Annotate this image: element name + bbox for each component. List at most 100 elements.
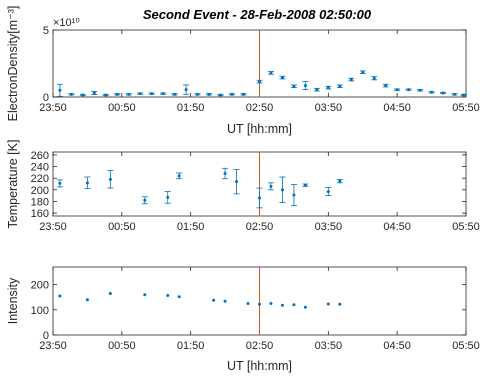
x-tick-label: 03:50 (315, 340, 343, 352)
data-point (104, 93, 108, 97)
data-point (338, 302, 342, 306)
data-point (407, 88, 411, 92)
data-point (269, 184, 273, 188)
data-point (292, 193, 296, 197)
data-point (58, 294, 62, 298)
data-point (184, 88, 188, 92)
x-tick-label: 02:50 (246, 221, 274, 233)
data-point (58, 181, 62, 185)
x-tick-label: 03:50 (315, 102, 343, 114)
data-point (212, 298, 216, 302)
x-axis-label: UT [hh:mm] (227, 359, 292, 373)
data-point (161, 92, 165, 96)
y-tick-label: 0 (43, 92, 49, 104)
x-tick-label: 02:50 (246, 102, 274, 114)
data-point (384, 84, 388, 88)
x-tick-label: 23:50 (39, 221, 67, 233)
y-axis-label: Intensity (6, 277, 20, 324)
x-tick-label: 04:50 (383, 340, 411, 352)
data-point (269, 71, 273, 75)
y-axis-label: ElectronDensity[m⁻³] (6, 6, 20, 122)
y-tick-label: 160 (31, 208, 49, 220)
x-tick-label: 01:50 (177, 102, 205, 114)
data-point (338, 84, 342, 88)
data-point (115, 92, 119, 96)
data-point (241, 92, 245, 96)
x-tick-label: 04:50 (383, 102, 411, 114)
x-tick-label: 04:50 (383, 221, 411, 233)
data-point (280, 188, 284, 192)
data-point (372, 76, 376, 80)
data-point (223, 172, 227, 176)
data-point (108, 177, 112, 181)
y-tick-label: 220 (31, 173, 49, 185)
x-tick-label: 00:50 (108, 221, 136, 233)
data-point (173, 92, 177, 96)
data-point (166, 293, 170, 297)
data-point (85, 181, 89, 185)
data-point (462, 93, 466, 97)
data-point (326, 302, 330, 306)
data-point (303, 84, 307, 88)
data-point (177, 295, 181, 299)
x-tick-label: 02:50 (246, 340, 274, 352)
data-point (143, 293, 147, 297)
data-point (258, 196, 261, 200)
data-point (315, 88, 319, 92)
data-point (127, 92, 131, 96)
y-tick-label: 100 (31, 305, 49, 317)
x-tick-label: 03:50 (315, 221, 343, 233)
x-tick-label: 23:50 (39, 340, 67, 352)
y-tick-label: 180 (31, 196, 49, 208)
data-point (418, 88, 422, 92)
data-point (292, 303, 296, 307)
panel-2: 23:50 00:50 01:50 02:50 03:50 04:50 05:50 16018… (6, 140, 480, 233)
data-point (326, 190, 330, 194)
data-point (81, 93, 85, 97)
data-point (166, 195, 170, 199)
data-point (326, 86, 330, 90)
data-point (230, 92, 234, 96)
data-point (138, 92, 142, 96)
data-point (177, 174, 181, 178)
data-point (223, 299, 227, 303)
x-tick-label: 01:50 (177, 221, 205, 233)
data-point (235, 180, 239, 184)
data-point (292, 84, 296, 88)
data-point (395, 88, 399, 92)
figure-title: Second Event - 28-Feb-2008 02:50:00 (143, 7, 372, 22)
data-point (69, 92, 73, 96)
data-point (108, 291, 112, 295)
x-tick-label: 05:50 (452, 340, 480, 352)
data-point (361, 70, 365, 74)
data-point (269, 302, 273, 306)
data-point (207, 92, 211, 96)
x-axis-label: UT [hh:mm] (227, 122, 292, 136)
x-tick-label: 00:50 (108, 102, 136, 114)
panel-1: 23:50 00:50 01:50 02:50 03:50 04:50 05:50 0 5 UT … (6, 6, 480, 136)
y-tick-label: 200 (31, 280, 49, 292)
x-tick-label: 00:50 (108, 340, 136, 352)
data-point (441, 91, 445, 95)
data-point (280, 303, 284, 307)
data-point (303, 183, 307, 187)
y-tick-label: 0 (43, 330, 49, 342)
data-point (303, 305, 307, 309)
data-point (218, 93, 222, 97)
y-axis-label: Temperature [K] (6, 140, 20, 229)
data-point (280, 76, 284, 80)
x-tick-label: 01:50 (177, 340, 205, 352)
y-tick-label: 240 (31, 162, 49, 174)
x-tick-label: 23:50 (39, 102, 67, 114)
data-point (58, 88, 62, 92)
data-point (430, 90, 434, 94)
y-exponent-label: ×10¹⁰ (53, 17, 80, 29)
x-tick-label: 05:50 (452, 221, 480, 233)
data-point (85, 298, 89, 302)
y-tick-label: 260 (31, 150, 49, 162)
data-point (150, 92, 154, 96)
data-point (349, 78, 353, 82)
panel-3: 23:50 00:50 01:50 02:50 03:50 04:50 05:50 0 100 2… (6, 266, 480, 373)
data-point (246, 302, 250, 306)
data-point (143, 198, 147, 202)
